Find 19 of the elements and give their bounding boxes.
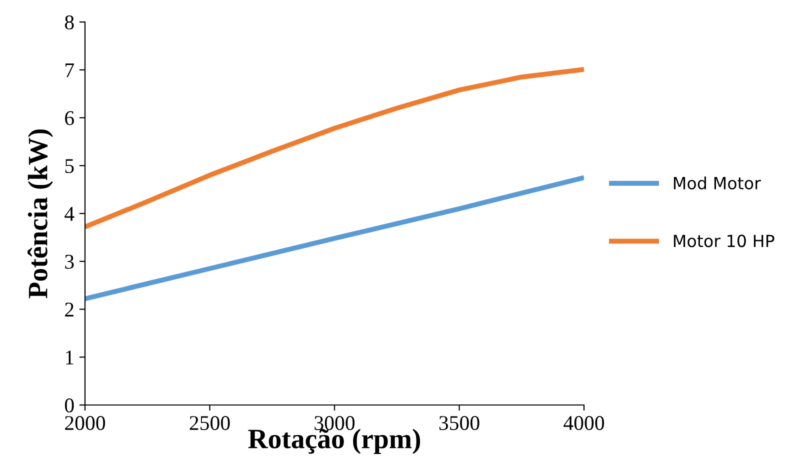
line-series bbox=[85, 66, 584, 230]
x-tick-label: 2000 bbox=[65, 416, 106, 430]
x-tick-label: 3500 bbox=[439, 416, 480, 430]
x-tick-label: 3000 bbox=[314, 416, 355, 430]
legend-label: Motor 10 HP bbox=[674, 234, 774, 248]
y-tick-label: 7 bbox=[66, 63, 74, 78]
y-tick-label: 5 bbox=[65, 159, 74, 174]
x-tick-label: 2500 bbox=[190, 416, 230, 430]
y-tick-label: 1 bbox=[66, 350, 74, 364]
y-tick-label: 6 bbox=[65, 111, 74, 126]
y-tick-label: 3 bbox=[65, 254, 74, 269]
y-axis-title: Potência (kW) bbox=[28, 129, 54, 298]
line-series bbox=[85, 175, 584, 302]
y-tick-label: 8 bbox=[64, 15, 74, 30]
x-tick-label: 4000 bbox=[564, 416, 604, 430]
y-tick-label: 0 bbox=[64, 398, 74, 412]
y-tick-label: 4 bbox=[64, 207, 74, 221]
y-tick-label: 2 bbox=[65, 302, 74, 316]
legend-label: Mod Motor bbox=[674, 176, 761, 190]
